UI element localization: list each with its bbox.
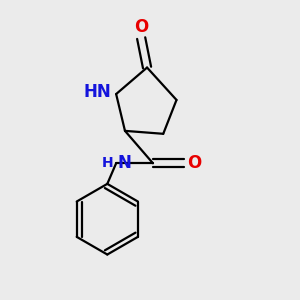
Text: HN: HN <box>84 83 112 101</box>
Text: O: O <box>188 154 202 172</box>
Text: H: H <box>102 156 114 170</box>
Text: O: O <box>134 18 148 36</box>
Text: N: N <box>118 154 131 172</box>
